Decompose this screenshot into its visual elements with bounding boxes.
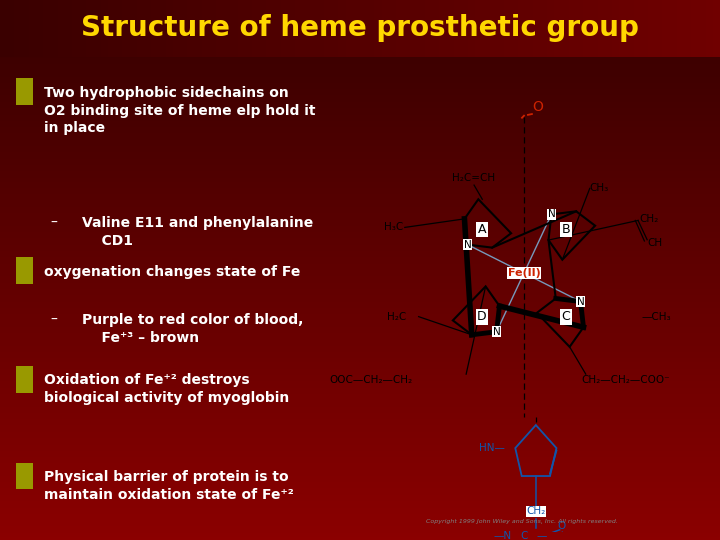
Text: Fe(II): Fe(II) [508, 268, 540, 278]
Text: N: N [547, 210, 555, 219]
Text: —CH₃: —CH₃ [642, 312, 671, 322]
Bar [16, 463, 33, 489]
Text: C: C [562, 310, 570, 323]
Bar [16, 78, 33, 105]
Text: O: O [557, 521, 566, 531]
Text: Physical barrier of protein is to
maintain oxidation state of Fe⁺²: Physical barrier of protein is to mainta… [45, 470, 294, 502]
Bar [16, 257, 33, 284]
Text: H₂C: H₂C [387, 312, 407, 322]
Text: Copyright 1999 John Wiley and Sons, Inc. All rights reserved.: Copyright 1999 John Wiley and Sons, Inc.… [426, 519, 618, 524]
Text: oxygenation changes state of Fe: oxygenation changes state of Fe [45, 265, 301, 279]
Text: CH: CH [647, 238, 662, 248]
Text: CH₂: CH₂ [526, 507, 546, 516]
Text: CH₃: CH₃ [590, 184, 609, 193]
Text: B: B [562, 223, 570, 236]
Text: N: N [464, 240, 472, 249]
Text: CH₂—CH₂—COO⁻: CH₂—CH₂—COO⁻ [582, 375, 670, 386]
Text: OOC—CH₂—CH₂: OOC—CH₂—CH₂ [330, 375, 413, 386]
Text: –: – [50, 313, 58, 327]
Text: CH₂: CH₂ [639, 214, 659, 224]
Text: Purple to red color of blood,
    Fe⁺³ – brown: Purple to red color of blood, Fe⁺³ – bro… [82, 313, 304, 345]
Text: H₂C=CH: H₂C=CH [452, 173, 495, 183]
Text: –: – [50, 216, 58, 230]
Bar [16, 366, 33, 393]
Text: Valine E11 and phenylalanine
    CD1: Valine E11 and phenylalanine CD1 [82, 216, 314, 248]
Text: Structure of heme prosthetic group: Structure of heme prosthetic group [81, 15, 639, 42]
Text: H₃C: H₃C [384, 222, 402, 232]
Text: Oxidation of Fe⁺² destroys
biological activity of myoglobin: Oxidation of Fe⁺² destroys biological ac… [45, 373, 289, 405]
Text: —: — [536, 531, 547, 540]
Text: O: O [532, 100, 544, 113]
Text: N: N [492, 327, 500, 337]
Text: D: D [477, 310, 487, 323]
Text: A: A [478, 223, 486, 236]
Text: HN—: HN— [480, 443, 505, 453]
Text: N: N [577, 296, 585, 307]
Text: C: C [521, 531, 528, 540]
Text: Two hydrophobic sidechains on
O2 binding site of heme elp hold it
in place: Two hydrophobic sidechains on O2 binding… [45, 86, 316, 136]
Text: —N: —N [493, 531, 511, 540]
